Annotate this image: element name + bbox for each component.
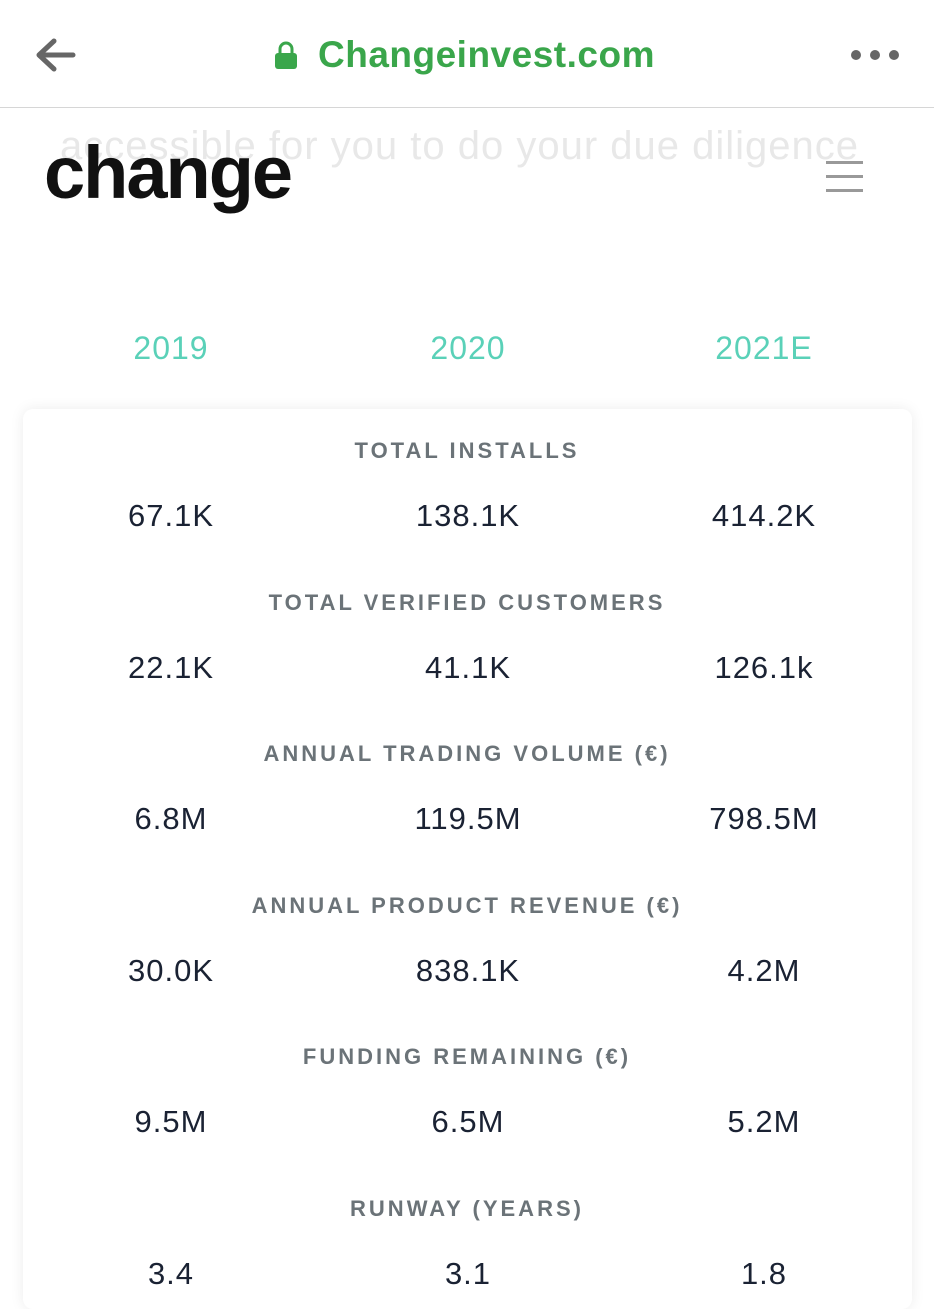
metric-value: 838.1K [415, 952, 521, 988]
metric-value: 3.1 [444, 1255, 492, 1291]
logo[interactable]: change [44, 131, 293, 214]
metric-label: ANNUAL TRADING VOLUME (€) [263, 741, 671, 766]
lock-icon [275, 41, 297, 69]
metric-value: 6.8M [134, 801, 208, 836]
menu-dots[interactable] [850, 46, 902, 64]
back-button[interactable] [34, 38, 76, 72]
year-header: 2021E [715, 330, 813, 366]
background-text: accessible for you to do your due dilige… [60, 124, 860, 168]
metric-label: TOTAL VERIFIED CUSTOMERS [268, 589, 666, 615]
metric-value: 4.2M [727, 952, 801, 988]
metric-value: 9.5M [134, 1104, 208, 1139]
metric-value: 22.1K [127, 649, 214, 685]
metric-value: 30.0K [127, 952, 214, 988]
metric-value: 1.8 [740, 1255, 788, 1291]
metric-value: 798.5M [709, 801, 819, 836]
metric-value: 41.1K [424, 649, 511, 685]
year-header: 2019 [133, 330, 209, 366]
metric-label: FUNDING REMAINING (€) [302, 1044, 632, 1069]
metric-value: 5.2M [727, 1104, 801, 1139]
hamburger[interactable] [826, 160, 864, 194]
metrics-card [23, 409, 912, 1309]
metric-value: 6.5M [431, 1104, 505, 1139]
metric-value: 119.5M [414, 801, 522, 836]
url[interactable]: Changeinvest.com [318, 34, 655, 75]
metric-value: 3.4 [147, 1255, 195, 1291]
metric-value: 414.2K [711, 498, 817, 533]
metric-value: 138.1K [415, 498, 521, 533]
metric-value: 67.1K [127, 498, 214, 533]
year-header: 2020 [430, 330, 506, 366]
metric-label: RUNWAY (YEARS) [350, 1195, 584, 1221]
metric-value: 126.1k [714, 649, 814, 685]
browser-bar: Changeinvest.com [0, 0, 934, 108]
metric-label: ANNUAL PRODUCT REVENUE (€) [251, 892, 683, 918]
metric-label: TOTAL INSTALLS [354, 438, 580, 463]
